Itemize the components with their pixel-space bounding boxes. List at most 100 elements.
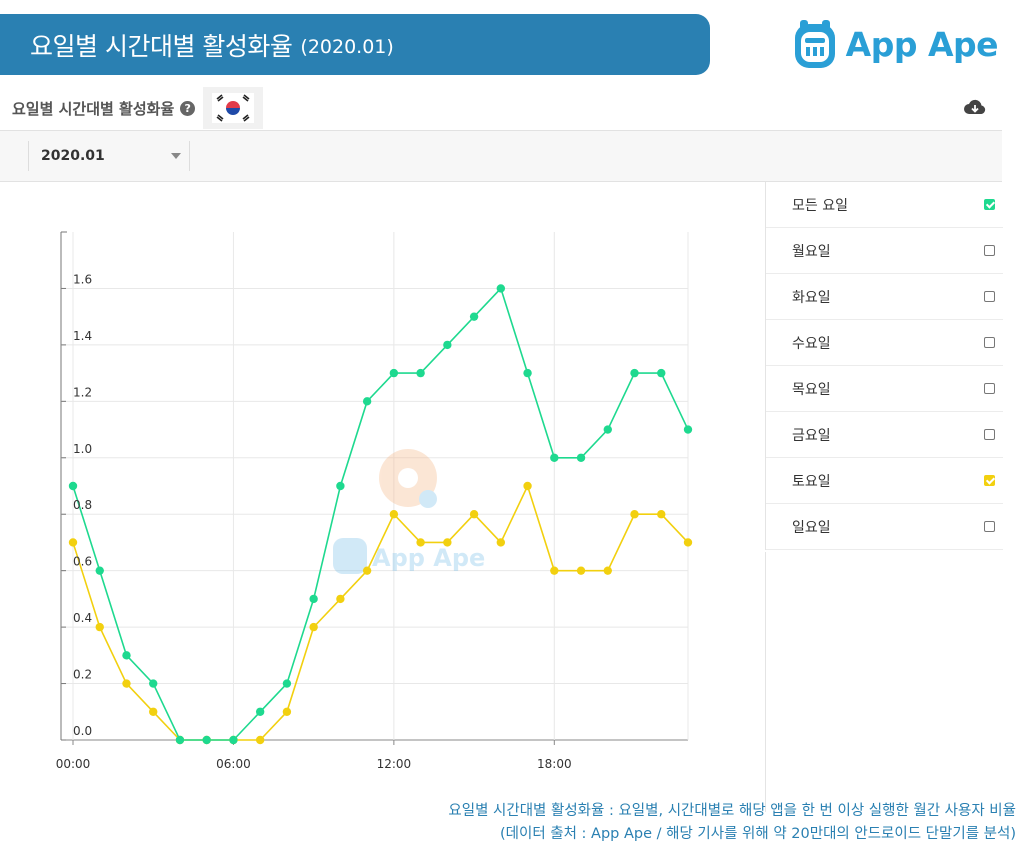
data-point (683, 425, 693, 434)
y-tick-label: 0.0 (73, 724, 92, 738)
data-point (443, 538, 452, 547)
legend-item-label: 월요일 (792, 243, 831, 260)
watermark: App Ape (333, 449, 485, 574)
legend-item[interactable]: 수요일 (766, 320, 1003, 366)
chart-label: 요일별 시간대별 활성화율 (12, 99, 175, 118)
legend-checkbox[interactable] (984, 199, 995, 210)
data-point (550, 566, 559, 575)
data-point (309, 622, 318, 632)
data-point (95, 566, 104, 575)
x-tick-label: 12:00 (377, 757, 412, 771)
legend-item-label: 금요일 (792, 427, 831, 444)
legend-item[interactable]: 일요일 (766, 504, 1003, 550)
footnote: 요일별 시간대별 활성화율 : 요일별, 시간대별로 해당 앱을 한 번 이상 … (448, 800, 1016, 846)
month-select[interactable]: 2020.01 (28, 141, 190, 171)
data-point (282, 679, 292, 688)
data-point (496, 284, 506, 293)
data-point (630, 510, 639, 519)
legend-item[interactable]: 화요일 (766, 274, 1003, 320)
data-point (657, 368, 666, 378)
korea-flag-icon[interactable] (203, 87, 264, 129)
y-tick-label: 0.6 (73, 555, 92, 569)
data-point (122, 679, 131, 688)
chevron-down-icon (171, 153, 181, 159)
data-point (282, 707, 292, 716)
data-point (576, 566, 586, 575)
legend-checkbox[interactable] (984, 337, 995, 348)
legend-checkbox[interactable] (984, 521, 995, 532)
data-point (469, 312, 479, 321)
data-point (496, 538, 506, 547)
legend-item-label: 수요일 (792, 335, 831, 352)
data-point (469, 510, 479, 519)
data-point (550, 453, 559, 462)
data-point (389, 368, 399, 378)
watermark-text: App Ape (372, 544, 485, 572)
y-tick-label: 1.2 (73, 385, 92, 399)
legend-item-label: 토요일 (792, 473, 831, 490)
month-select-value: 2020.01 (41, 148, 105, 164)
legend-checkbox[interactable] (984, 475, 995, 486)
legend-divider (765, 552, 766, 812)
legend-checkbox[interactable] (984, 291, 995, 302)
app-ape-mascot-icon (794, 20, 835, 68)
data-point (149, 707, 158, 716)
legend-item[interactable]: 금요일 (766, 412, 1003, 458)
data-point (122, 651, 131, 660)
data-point (416, 368, 425, 378)
legend-checkbox[interactable] (984, 245, 995, 256)
data-point (603, 566, 612, 575)
footnote-line-1: 요일별 시간대별 활성화율 : 요일별, 시간대별로 해당 앱을 한 번 이상 … (448, 803, 1016, 819)
legend-item[interactable]: 모든 요일 (766, 182, 1003, 228)
series-line (72, 286, 689, 741)
y-tick-label: 0.8 (73, 498, 92, 512)
data-point (95, 622, 104, 632)
cloud-download-icon[interactable] (964, 98, 986, 116)
data-point (175, 735, 185, 745)
data-point (657, 510, 666, 519)
footnote-line-2: (데이터 출처 : App Ape / 해당 기사를 위해 약 20만대의 안드… (499, 826, 1016, 842)
data-point (362, 566, 372, 575)
legend-item[interactable]: 토요일 (766, 458, 1003, 504)
data-point (362, 397, 372, 406)
y-tick-label: 1.4 (73, 329, 92, 343)
app-ape-logo: App Ape (792, 16, 999, 72)
legend-item-label: 일요일 (792, 519, 831, 536)
legend-checkbox[interactable] (984, 429, 995, 440)
data-point (683, 538, 693, 547)
data-point (523, 481, 532, 491)
data-point (255, 735, 265, 745)
data-point (255, 707, 265, 716)
legend-checkbox[interactable] (984, 383, 995, 394)
question-circle-icon[interactable]: ? (180, 100, 196, 116)
data-point (416, 538, 425, 547)
data-point (336, 481, 345, 491)
data-point (68, 538, 78, 547)
legend-item[interactable]: 목요일 (766, 366, 1003, 412)
line-chart: App Ape 0.0 0.2 0.4 0.6 0.8 1.0 1.2 1.4 1.6 00:00… (0, 182, 764, 792)
series-line (72, 483, 689, 741)
x-tick-label: 18:00 (537, 757, 572, 771)
data-point (202, 735, 211, 745)
filter-row: 2020.01 (0, 131, 1002, 182)
x-tick-label: 06:00 (216, 757, 251, 771)
data-point (389, 510, 399, 519)
legend-item[interactable]: 월요일 (766, 228, 1003, 274)
data-point (68, 481, 78, 491)
header-title: 요일별 시간대별 활성화율 (30, 31, 293, 61)
y-tick-label: 1.0 (73, 442, 92, 456)
logo-text: App Ape (845, 24, 999, 64)
chart-toolbar: 요일별 시간대별 활성화율 ? (0, 86, 1002, 131)
data-point (309, 594, 318, 604)
legend-item-label: 목요일 (792, 381, 831, 398)
header-subtitle: (2020.01) (300, 35, 394, 58)
y-tick-label: 0.4 (73, 611, 92, 625)
data-point (630, 368, 639, 378)
y-tick-label: 0.2 (73, 668, 92, 682)
data-point (149, 679, 158, 688)
data-point (603, 425, 612, 434)
data-point (229, 735, 238, 745)
data-point (576, 453, 586, 462)
data-point (443, 340, 452, 350)
